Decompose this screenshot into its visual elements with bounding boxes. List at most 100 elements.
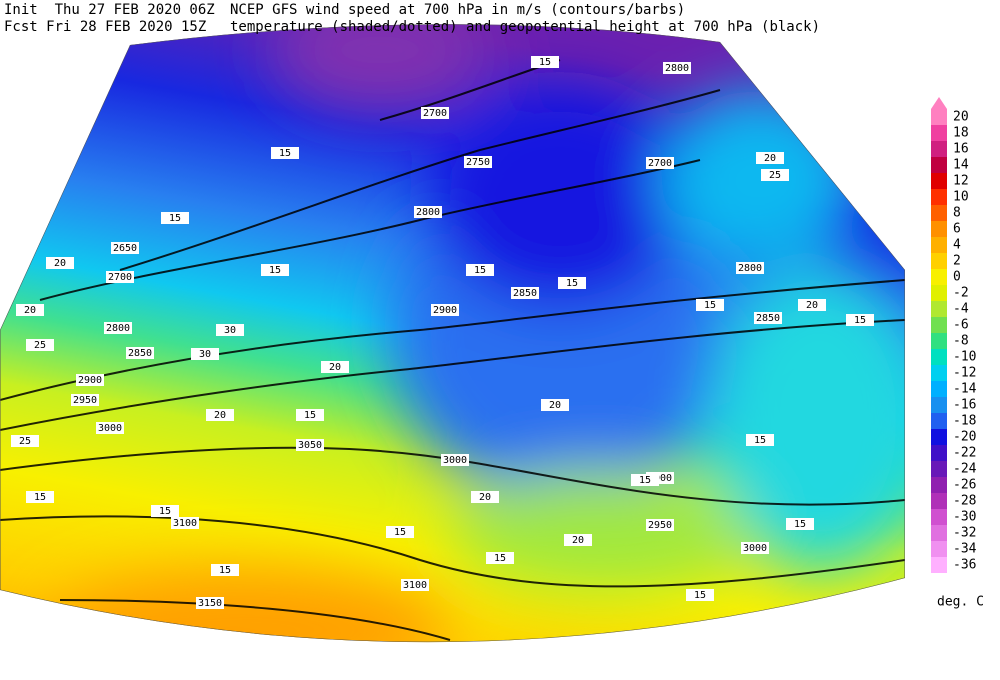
wind-label: 15 [169, 213, 181, 224]
wind-label-box [11, 435, 39, 447]
wind-label: 15 [279, 148, 291, 159]
height-label: 3000 [443, 455, 467, 466]
wind-label-box [321, 361, 349, 373]
wind-label: 15 [159, 506, 171, 517]
wind-label-box [151, 505, 179, 517]
contour-labels: 2650 2700 2700 2750 2800 2850 2800 2850 2800 2850… [11, 56, 874, 609]
colorbar-label: 2 [953, 254, 961, 269]
colorbar-box [931, 157, 947, 173]
colorbar-label: -36 [953, 558, 976, 573]
height-label: 2750 [466, 157, 490, 168]
colorbar-label: 16 [953, 142, 969, 157]
height-label-box [126, 347, 154, 359]
colorbar-label: -20 [953, 430, 976, 445]
init-time: Init Thu 27 FEB 2020 06Z [4, 2, 215, 18]
colorbar-label: -2 [953, 286, 969, 301]
wind-label: 15 [694, 590, 706, 601]
colorbar-box [931, 413, 947, 429]
wind-label: 25 [19, 436, 31, 447]
wind-label-box [558, 277, 586, 289]
wind-label: 15 [269, 265, 281, 276]
wind-label-box [761, 169, 789, 181]
colorbar-box [931, 189, 947, 205]
colorbar-box [931, 381, 947, 397]
colorbar-arrow [931, 97, 947, 109]
wind-label-box [191, 348, 219, 360]
wind-label-box [631, 474, 659, 486]
height-label: 2650 [113, 243, 137, 254]
height-label-box [76, 374, 104, 386]
colorbar-box [931, 493, 947, 509]
height-label-box [421, 107, 449, 119]
height-label: 2800 [416, 207, 440, 218]
wind-label: 15 [304, 410, 316, 421]
height-label-box [754, 312, 782, 324]
colorbar-box [931, 429, 947, 445]
colorbar-label: -8 [953, 334, 969, 349]
height-label-box [736, 262, 764, 274]
wind-label: 20 [806, 300, 818, 311]
colorbar-unit: deg. C [937, 595, 984, 610]
height-label-box [646, 519, 674, 531]
height-label-box [96, 422, 124, 434]
colorbar-label: 18 [953, 126, 969, 141]
wind-label: 15 [34, 492, 46, 503]
wind-label: 15 [474, 265, 486, 276]
height-label-box [106, 271, 134, 283]
height-label-box [401, 579, 429, 591]
wind-label: 15 [854, 315, 866, 326]
wind-label-box [686, 589, 714, 601]
wind-label: 20 [214, 410, 226, 421]
colorbar-box [931, 333, 947, 349]
title-line: NCEP GFS wind speed at 700 hPa in m/s (c… [230, 2, 685, 18]
wind-label-box [846, 314, 874, 326]
height-label-box [171, 517, 199, 529]
colorbar-label: -24 [953, 462, 977, 477]
height-label-box [741, 542, 769, 554]
height-label: 2700 [108, 272, 132, 283]
colorbar-label: -22 [953, 446, 976, 461]
wind-label: 20 [572, 535, 584, 546]
colorbar-label: 8 [953, 206, 961, 221]
colorbar-label: 6 [953, 222, 961, 237]
wind-label: 25 [769, 170, 781, 181]
colorbar-label: 10 [953, 190, 969, 205]
colorbar-label: -28 [953, 494, 976, 509]
colorbar-box [931, 173, 947, 189]
colorbar-label: -16 [953, 398, 976, 413]
height-label: 2900 [78, 375, 102, 386]
wind-label: 15 [494, 553, 506, 564]
colorbar-label: -34 [953, 542, 977, 557]
height-label: 3100 [173, 518, 197, 529]
wind-label-box [471, 491, 499, 503]
wind-label: 15 [539, 57, 551, 68]
wind-label-box [26, 491, 54, 503]
wind-label: 15 [566, 278, 578, 289]
colorbar-box [931, 205, 947, 221]
colorbar-label: -32 [953, 526, 976, 541]
wind-label-box [486, 552, 514, 564]
colorbar-box [931, 285, 947, 301]
height-label-box [646, 157, 674, 169]
colorbar-label: -18 [953, 414, 976, 429]
title-line: temperature (shaded/dotted) and geopoten… [230, 19, 820, 35]
wind-label: 15 [219, 565, 231, 576]
wind-label-box [531, 56, 559, 68]
wind-label-box [746, 434, 774, 446]
height-label-box [663, 62, 691, 74]
wind-label: 15 [754, 435, 766, 446]
wind-label-box [261, 264, 289, 276]
colorbar-box [931, 221, 947, 237]
colorbar-label: -4 [953, 302, 969, 317]
wind-label: 20 [329, 362, 341, 373]
wind-label: 20 [549, 400, 561, 411]
wind-label: 15 [794, 519, 806, 530]
wind-label-box [296, 409, 324, 421]
colorbar-box [931, 141, 947, 157]
wind-label-box [786, 518, 814, 530]
height-label: 2800 [738, 263, 762, 274]
colorbar-label: -30 [953, 510, 976, 525]
wind-label-box [206, 409, 234, 421]
colorbar-box [931, 237, 947, 253]
